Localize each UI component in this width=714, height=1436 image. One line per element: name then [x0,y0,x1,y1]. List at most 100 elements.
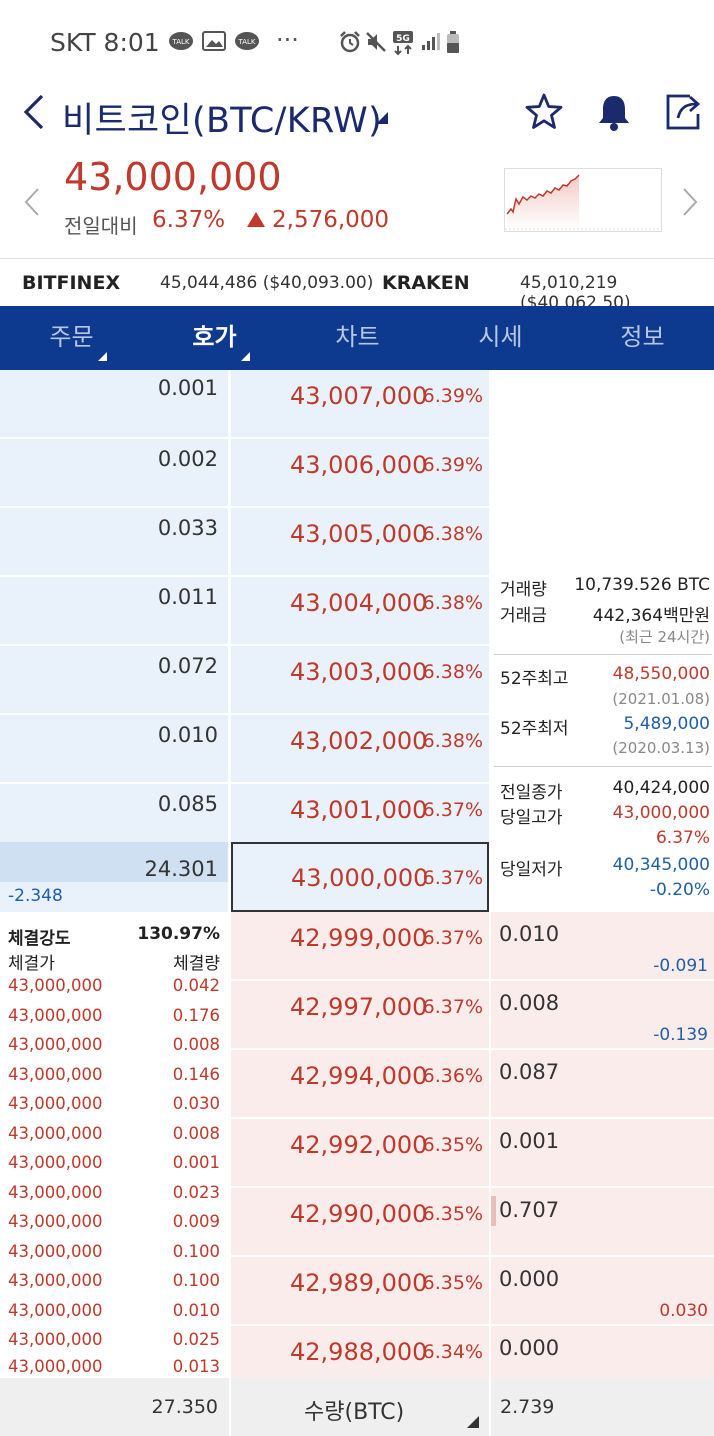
trade-price: 43,000,000 [8,1035,103,1054]
trade-price: 43,000,000 [8,1153,103,1172]
unit-dropdown-icon[interactable] [466,1414,480,1433]
trade-row: 43,000,000 0.010 [8,1301,220,1330]
bid-qty-cell: 0.087 [491,1050,714,1117]
bid-qty: 0.008 [499,991,560,1015]
bid-price-cell[interactable]: 42,997,000 6.37% [231,981,489,1048]
current-price-cell[interactable]: 43,000,000 6.37% [231,842,489,912]
ask-row[interactable]: 0.085 43,001,000 6.37% [0,784,714,853]
trade-history[interactable]: 체결강도 130.97% 체결가 체결량 43,000,000 0.042 43,… [0,912,228,1378]
ask-price-cell[interactable]: 43,003,000 6.38% [231,646,489,713]
ask-price-cell[interactable]: 43,002,000 6.38% [231,715,489,782]
bid-row[interactable]: 42,989,000 6.35% 0.000 0.030 [0,1257,714,1326]
tab-info[interactable]: 정보 [571,306,714,370]
bid-price-cell[interactable]: 42,989,000 6.35% [231,1257,489,1324]
bid-price-cell[interactable]: 42,988,000 6.34% [231,1326,489,1378]
ask-row[interactable]: 0.011 43,004,000 6.38% [0,577,714,646]
trade-row: 43,000,000 0.001 [8,1153,220,1182]
amount-label: 거래금 [500,606,547,626]
bid-qty: 0.087 [499,1060,560,1084]
tab-label: 주문 [49,323,94,351]
bid-price-cell[interactable]: 42,999,000 6.37% [231,912,489,979]
ask-row[interactable]: 0.001 43,007,000 6.39% [0,370,714,439]
more-notifications: ··· [276,26,299,54]
title-dropdown-icon[interactable] [374,110,390,130]
next-coin-icon[interactable] [680,186,700,222]
tab-order[interactable]: 주문 [0,306,143,370]
trade-qty: 0.013 [172,1357,220,1376]
tab-chart[interactable]: 차트 [286,306,429,370]
bid-price-cell[interactable]: 42,994,000 6.36% [231,1050,489,1117]
ask-qty-cell: 24.301 -2.348 [0,842,228,912]
svg-text:TALK: TALK [171,38,189,46]
divider [229,1378,231,1436]
bid-row[interactable]: 42,999,000 6.37% 0.010 -0.091 [0,912,714,981]
tab-label: 차트 [335,323,380,351]
ask-row[interactable]: 0.033 43,005,000 6.38% [0,508,714,577]
ask-qty: 0.033 [157,516,218,540]
talk-notification-icon-2: TALK [234,30,260,54]
ask-price-cell[interactable]: 43,005,000 6.38% [231,508,489,575]
favorite-star-icon[interactable] [524,92,564,136]
divider [494,766,712,767]
bid-price: 42,994,000 [290,1062,428,1090]
bid-price-cell[interactable]: 42,992,000 6.35% [231,1119,489,1186]
exchange-name: BITFINEX [22,272,121,294]
ask-row[interactable]: 0.002 43,006,000 6.39% [0,439,714,508]
ask-row[interactable]: 0.072 43,003,000 6.38% [0,646,714,715]
ask-price-cell[interactable]: 43,006,000 6.39% [231,439,489,506]
ask-qty-cell: 0.010 [0,715,228,782]
mini-price-chart[interactable] [504,168,662,232]
bid-delta: -0.139 [653,1025,708,1045]
tab-bar: 주문 호가 차트 시세 정보 [0,306,714,370]
battery-icon [446,30,472,54]
low52-date: (2020.03.13) [612,739,710,757]
bid-qty: 0.707 [499,1198,560,1222]
trade-qty: 0.030 [172,1094,220,1113]
trade-price-header: 체결가 [8,954,55,974]
bid-row[interactable]: 42,994,000 6.36% 0.087 [0,1050,714,1119]
prev-coin-icon[interactable] [22,186,42,222]
bid-total: 2.739 [500,1396,555,1418]
trade-qty: 0.146 [172,1064,220,1084]
page-title[interactable]: 비트코인(BTC/KRW) [62,101,383,141]
unit-selector[interactable]: 수량(BTC) [304,1400,405,1425]
divider [494,654,712,655]
tab-market[interactable]: 시세 [429,306,572,370]
bid-price-cell[interactable]: 42,990,000 6.35% [231,1188,489,1255]
share-icon[interactable] [664,92,704,136]
ask-row[interactable]: 0.010 43,002,000 6.38% [0,715,714,784]
ask-qty: 0.072 [157,654,218,678]
ask-price: 43,001,000 [290,796,428,824]
up-triangle-icon [246,211,266,233]
day-low-label: 당일저가 [500,860,563,880]
ask-qty-cell: 0.033 [0,508,228,575]
tab-orderbook[interactable]: 호가 [143,306,286,370]
bid-row[interactable]: 42,992,000 6.35% 0.001 [0,1119,714,1188]
alarm-bell-icon[interactable] [596,92,632,136]
ask-pct: 6.38% [422,661,483,683]
bid-row[interactable]: 42,997,000 6.37% 0.008 -0.139 [0,981,714,1050]
back-button[interactable] [18,92,50,136]
bid-row[interactable]: 42,990,000 6.35% 0.707 [0,1188,714,1257]
ask-qty-cell: 0.001 [0,370,228,437]
trade-qty: 0.010 [172,1300,220,1320]
bid-qty-cell: 0.707 [491,1188,714,1255]
ask-pct: 6.38% [422,730,483,752]
current-price-row[interactable]: 24.301 -2.348 43,000,000 6.37% [0,842,714,912]
trade-row: 43,000,000 0.100 [8,1271,220,1300]
orderbook-footer: 27.350 수량(BTC) 2.739 [0,1378,714,1436]
ask-qty: 0.001 [157,376,218,400]
bid-row[interactable]: 42,988,000 6.34% 0.000 [0,1326,714,1378]
ask-pct: 6.39% [422,454,483,476]
tab-label: 정보 [620,323,665,351]
day-high-label: 당일고가 [500,808,563,828]
ask-price: 43,003,000 [290,658,428,686]
ask-price-cell[interactable]: 43,004,000 6.38% [231,577,489,644]
ask-price-cell[interactable]: 43,001,000 6.37% [231,784,489,851]
qty-bar [491,1196,496,1226]
bid-pct: 6.35% [422,1203,483,1225]
trade-row: 43,000,000 0.176 [8,1006,220,1035]
bid-qty: 0.000 [499,1336,560,1360]
high52-label: 52주최고 [500,669,569,689]
ask-price-cell[interactable]: 43,007,000 6.39% [231,370,489,437]
